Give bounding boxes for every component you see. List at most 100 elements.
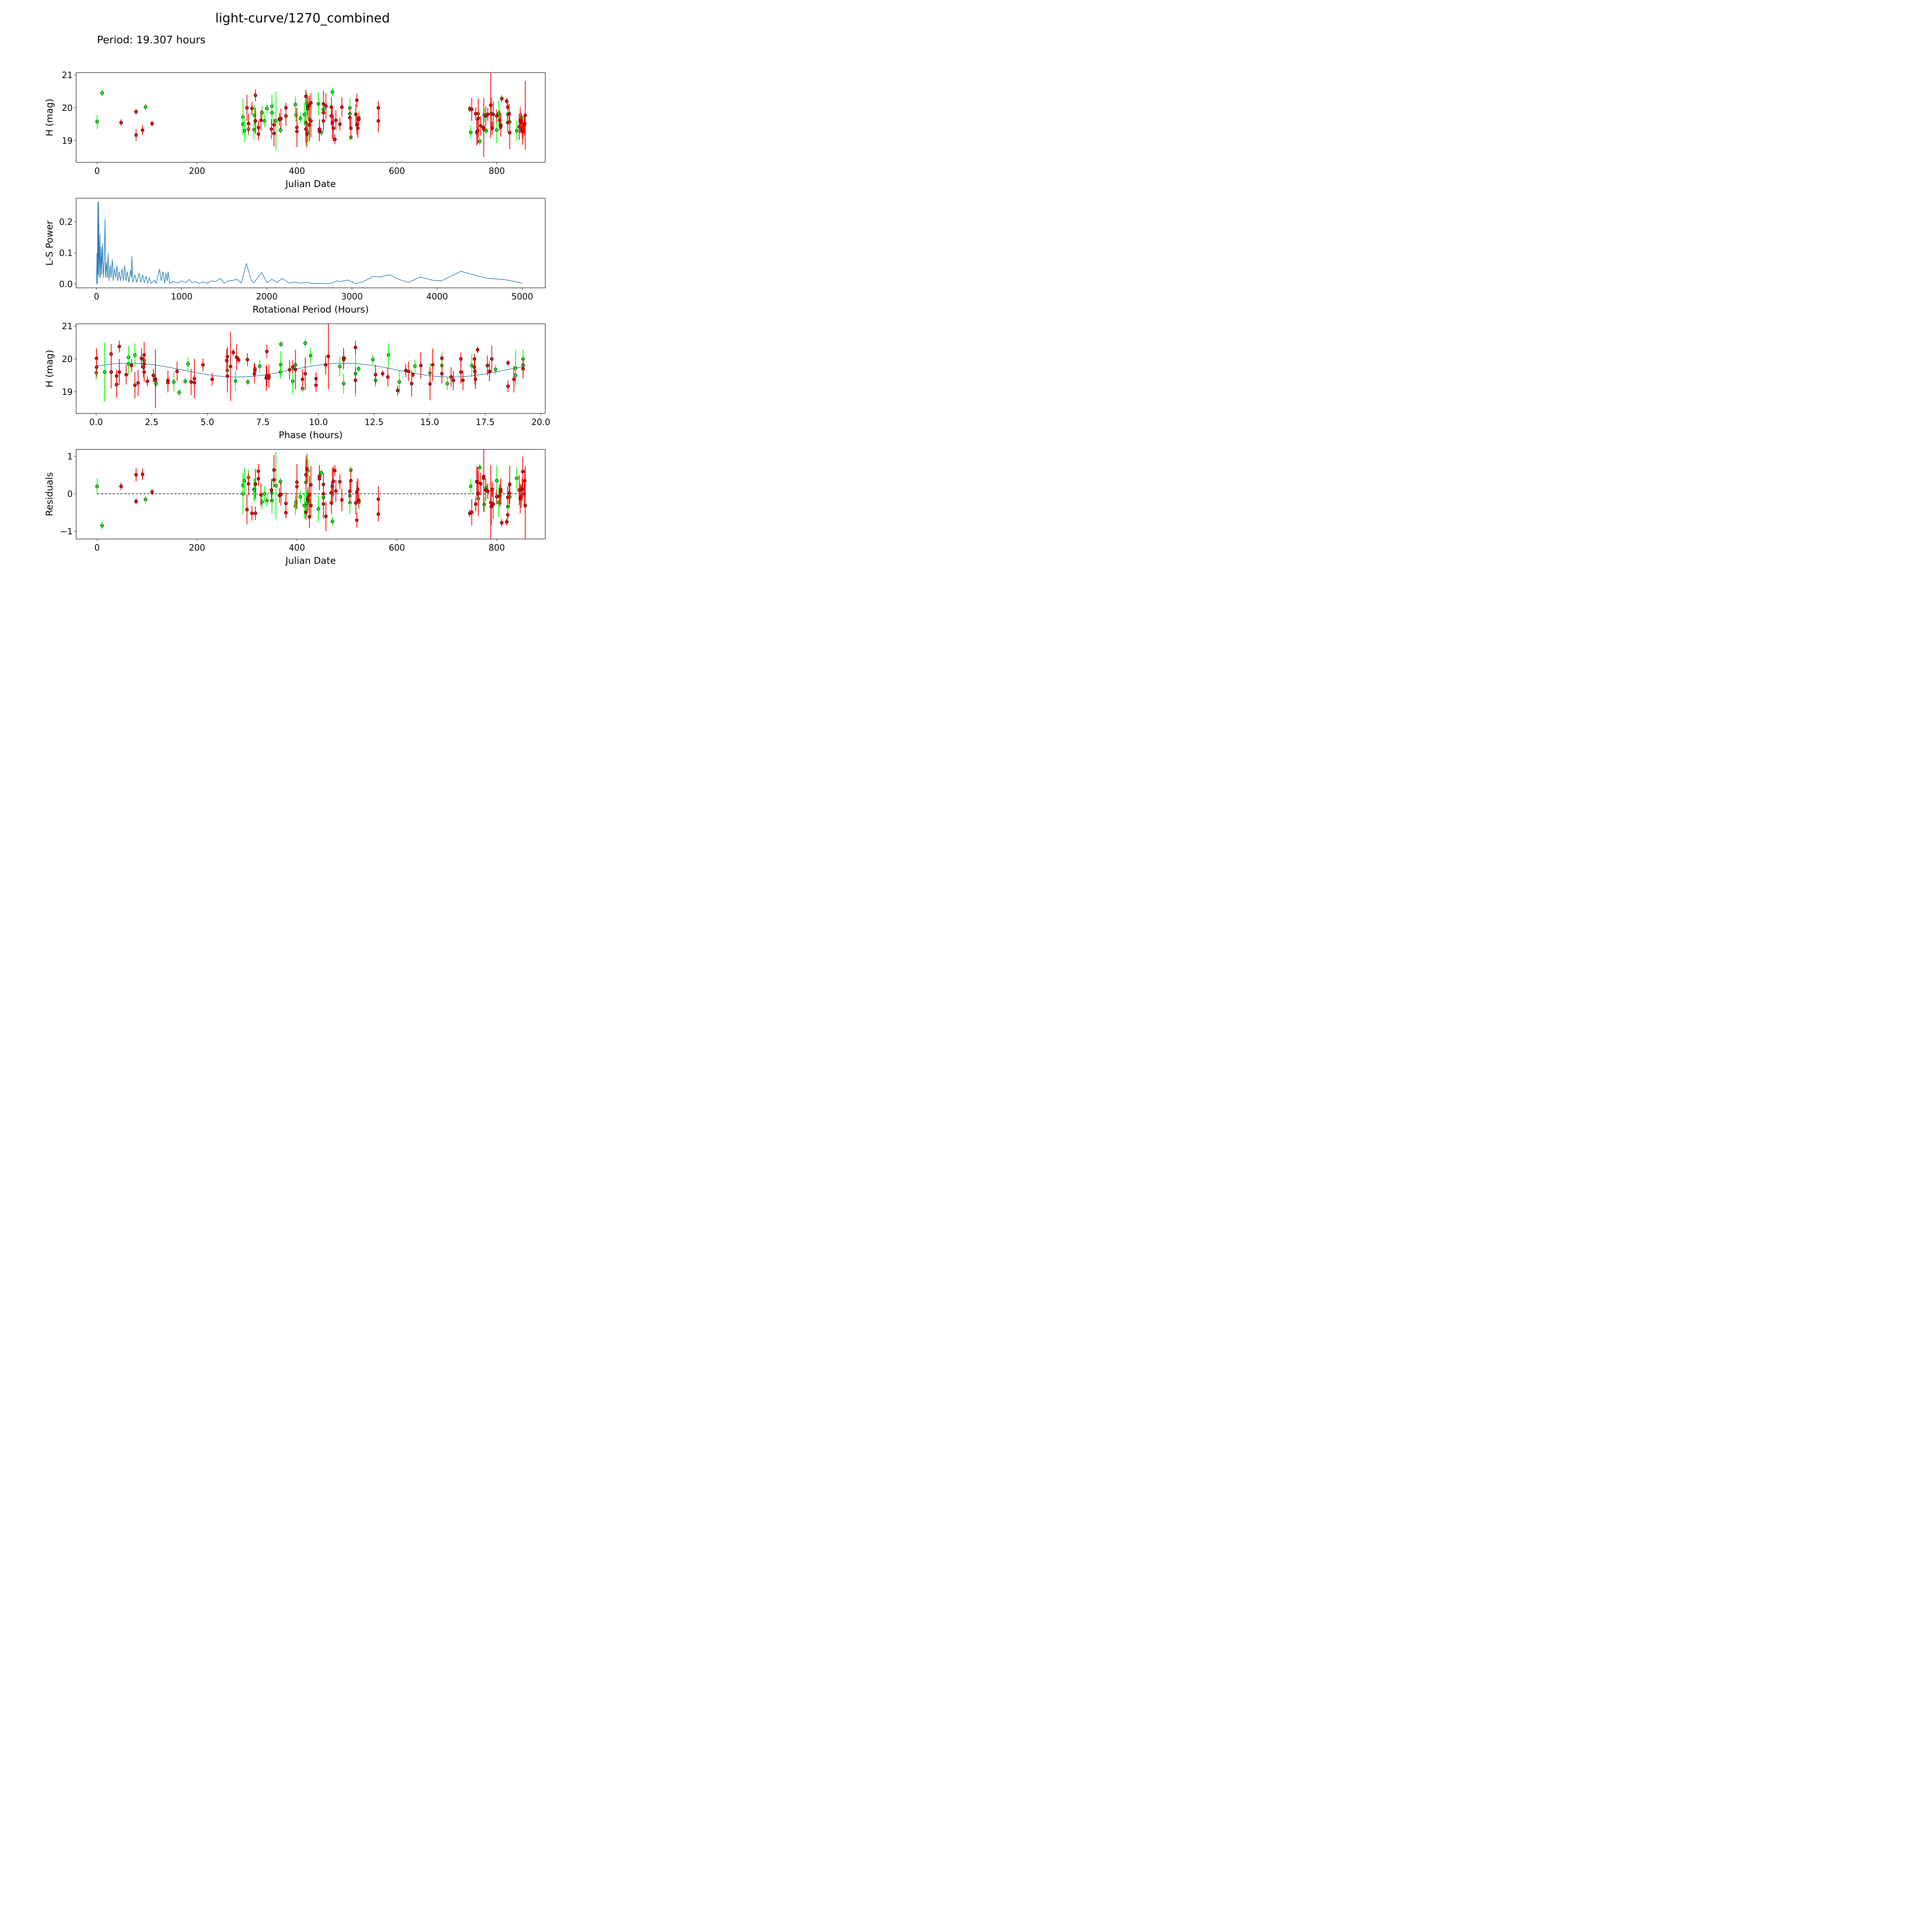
marker — [150, 122, 154, 126]
marker — [340, 498, 344, 502]
data-point — [246, 378, 250, 385]
marker — [508, 483, 512, 486]
marker — [303, 341, 307, 345]
marker — [333, 138, 337, 141]
marker — [247, 122, 250, 126]
data-point — [356, 118, 360, 138]
marker — [486, 489, 490, 493]
data-point — [119, 119, 123, 126]
x-tick-label: 7.5 — [256, 418, 270, 427]
marker — [440, 372, 444, 376]
marker — [243, 129, 247, 133]
data-point — [136, 369, 140, 396]
marker — [253, 482, 257, 486]
marker — [151, 373, 155, 377]
periodogram-line — [96, 202, 522, 284]
marker — [298, 116, 302, 120]
data-point — [376, 109, 380, 133]
marker — [252, 128, 256, 132]
marker — [512, 378, 516, 381]
marker — [470, 510, 474, 514]
marker — [279, 493, 283, 497]
data-point — [100, 522, 104, 529]
data-point — [245, 353, 249, 366]
marker — [514, 373, 517, 377]
marker — [324, 514, 328, 518]
marker — [459, 370, 463, 374]
marker — [231, 350, 235, 354]
marker — [314, 377, 318, 381]
data-point — [321, 111, 325, 131]
data-point — [428, 367, 432, 401]
data-point — [134, 109, 138, 114]
data-point — [252, 364, 256, 384]
data-point — [324, 501, 328, 532]
x-tick-label: 0 — [94, 543, 100, 553]
marker — [440, 356, 444, 360]
data-point — [109, 355, 113, 389]
marker — [270, 111, 274, 115]
panel-periodogram: 0 1000 2000 3000 4000 5000 0.0 0.1 0.2 Rotational… — [44, 198, 546, 315]
x-tick-label: 4000 — [426, 292, 448, 302]
marker — [134, 133, 138, 137]
data-point — [287, 360, 291, 380]
data-point — [306, 99, 310, 119]
data-point — [506, 360, 510, 366]
marker — [298, 495, 302, 499]
marker — [284, 106, 288, 110]
x-tick-label: 5000 — [512, 292, 533, 302]
data-point — [406, 361, 410, 381]
marker — [257, 477, 260, 481]
data-point — [410, 370, 413, 397]
marker — [243, 479, 247, 483]
marker — [505, 99, 509, 103]
x-axis-label: Julian Date — [285, 179, 336, 189]
data-point — [117, 359, 121, 385]
marker — [154, 382, 158, 386]
data-point — [357, 365, 361, 372]
marker — [144, 105, 148, 109]
marker — [295, 129, 299, 133]
marker — [333, 469, 337, 473]
period-label: Period: 19.307 hours — [97, 34, 206, 46]
data-point — [349, 118, 353, 138]
y-tick-label: 19 — [62, 388, 73, 397]
data-point — [507, 104, 511, 124]
data-point — [338, 117, 342, 131]
data-point — [499, 117, 503, 137]
marker — [355, 98, 359, 102]
y-axis-label: Residuals — [44, 472, 55, 516]
x-tick-label: 400 — [289, 543, 305, 553]
marker — [332, 126, 335, 130]
marker — [354, 378, 357, 382]
data-point — [258, 359, 262, 373]
y-axis-label: H (mag) — [44, 350, 55, 388]
x-tick-label: 1000 — [171, 292, 192, 302]
marker — [136, 381, 140, 385]
marker — [495, 114, 499, 118]
marker — [330, 519, 334, 523]
marker — [521, 130, 525, 134]
data-point — [333, 465, 337, 476]
marker — [489, 505, 493, 509]
data-point — [338, 474, 342, 490]
marker — [482, 474, 486, 478]
data-point — [514, 365, 517, 385]
marker — [144, 498, 148, 502]
marker — [479, 124, 483, 128]
marker — [493, 367, 497, 371]
marker — [153, 378, 157, 382]
marker — [474, 502, 478, 506]
data-point — [245, 94, 249, 121]
marker — [474, 112, 478, 116]
data-point — [374, 365, 378, 385]
marker — [451, 378, 455, 382]
marker — [309, 503, 313, 507]
y-tick-label: 1 — [67, 452, 73, 462]
data-point — [371, 354, 375, 365]
y-tick-label: 0 — [67, 490, 73, 499]
marker — [229, 364, 233, 368]
data-point — [357, 112, 361, 126]
marker — [482, 503, 486, 507]
data-point — [314, 372, 318, 385]
